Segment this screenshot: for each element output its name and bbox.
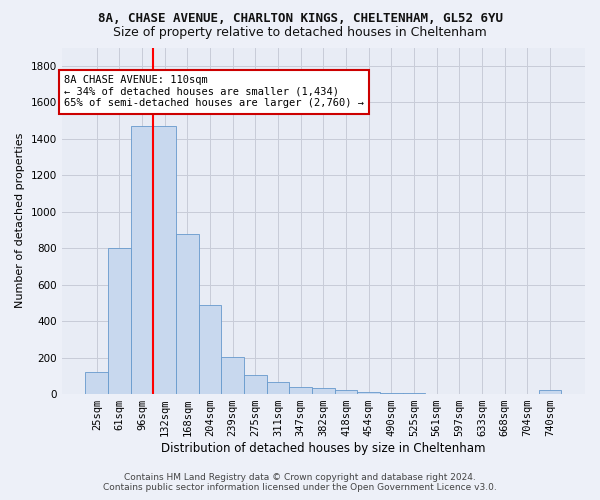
Bar — [244, 375, 266, 394]
Bar — [312, 388, 335, 394]
Bar — [176, 234, 199, 394]
Bar — [108, 248, 131, 394]
Bar — [539, 390, 561, 394]
Bar — [154, 126, 176, 394]
X-axis label: Distribution of detached houses by size in Cheltenham: Distribution of detached houses by size … — [161, 442, 485, 455]
Bar — [403, 393, 425, 394]
Bar — [199, 304, 221, 394]
Bar — [131, 126, 154, 394]
Bar — [289, 387, 312, 394]
Y-axis label: Number of detached properties: Number of detached properties — [15, 133, 25, 308]
Text: 8A CHASE AVENUE: 110sqm
← 34% of detached houses are smaller (1,434)
65% of semi: 8A CHASE AVENUE: 110sqm ← 34% of detache… — [64, 75, 364, 108]
Bar — [85, 372, 108, 394]
Text: 8A, CHASE AVENUE, CHARLTON KINGS, CHELTENHAM, GL52 6YU: 8A, CHASE AVENUE, CHARLTON KINGS, CHELTE… — [97, 12, 503, 26]
Text: Size of property relative to detached houses in Cheltenham: Size of property relative to detached ho… — [113, 26, 487, 39]
Bar — [380, 392, 403, 394]
Text: Contains HM Land Registry data © Crown copyright and database right 2024.
Contai: Contains HM Land Registry data © Crown c… — [103, 473, 497, 492]
Bar — [335, 390, 358, 394]
Bar — [358, 392, 380, 394]
Bar — [221, 356, 244, 394]
Bar — [266, 382, 289, 394]
